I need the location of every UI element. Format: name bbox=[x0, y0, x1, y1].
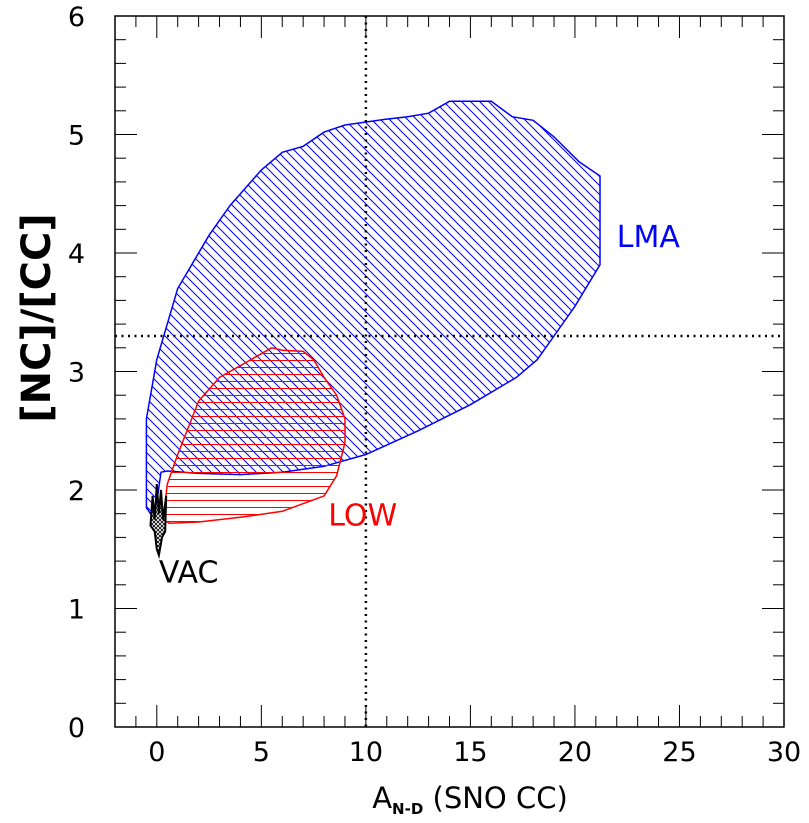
x-tick-label: 15 bbox=[453, 737, 487, 768]
x-tick-label: 25 bbox=[662, 737, 696, 768]
x-tick-label: 20 bbox=[558, 737, 592, 768]
x-tick-label: 10 bbox=[349, 737, 383, 768]
region-vac bbox=[149, 484, 168, 560]
region-label-lma: LMA bbox=[617, 220, 681, 255]
y-tick-label: 4 bbox=[68, 239, 85, 270]
y-tick-label: 2 bbox=[68, 476, 85, 507]
y-tick-label: 0 bbox=[68, 713, 85, 744]
x-axis-title-rest: (SNO CC) bbox=[423, 781, 568, 815]
y-tick-label: 1 bbox=[68, 595, 85, 626]
x-tick-label: 30 bbox=[767, 737, 801, 768]
y-tick-label: 6 bbox=[68, 2, 85, 33]
y-axis-title: [NC]/[CC] bbox=[14, 213, 60, 422]
region-label-vac: VAC bbox=[159, 555, 219, 590]
region-low bbox=[162, 347, 346, 524]
x-axis-title-subscript: N-D bbox=[392, 800, 423, 818]
y-tick-label: 3 bbox=[68, 358, 85, 389]
x-tick-label: 5 bbox=[253, 737, 270, 768]
x-axis-title: AN-D (SNO CC) bbox=[372, 781, 568, 818]
x-axis-title-main: A bbox=[372, 781, 392, 815]
region-label-low: LOW bbox=[328, 499, 397, 534]
plot-frame bbox=[114, 15, 785, 728]
x-tick-label: 0 bbox=[148, 737, 165, 768]
y-tick-label: 5 bbox=[68, 121, 85, 152]
